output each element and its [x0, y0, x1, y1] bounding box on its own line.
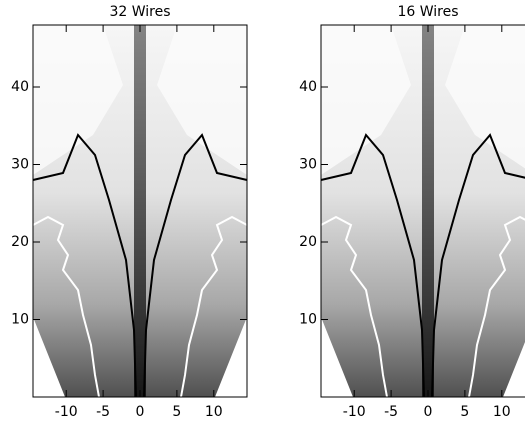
y-tick-label: 40 — [299, 79, 317, 95]
y-tick-label: 30 — [299, 157, 317, 173]
x-tick-label: -10 — [55, 404, 78, 420]
y-tick-label: 20 — [299, 234, 317, 250]
x-tick-label: -5 — [384, 404, 398, 420]
x-tick-label: 0 — [136, 404, 145, 420]
x-tick-label: -10 — [343, 404, 366, 420]
chart-title: 16 Wires — [397, 4, 458, 20]
y-tick-label: 20 — [11, 234, 29, 250]
y-tick-label: 40 — [11, 79, 29, 95]
density-image — [320, 24, 525, 398]
x-tick-label: 5 — [460, 404, 469, 420]
y-tick-label: 10 — [299, 312, 317, 328]
x-tick-label: 10 — [205, 404, 223, 420]
y-tick-label: 10 — [11, 312, 29, 328]
density-image — [32, 24, 248, 398]
x-tick-label: 0 — [424, 404, 433, 420]
x-tick-label: -5 — [96, 404, 110, 420]
chart-title: 32 Wires — [109, 4, 170, 20]
x-tick-label: 10 — [493, 404, 511, 420]
x-tick-label: 5 — [172, 404, 181, 420]
y-tick-label: 30 — [11, 157, 29, 173]
